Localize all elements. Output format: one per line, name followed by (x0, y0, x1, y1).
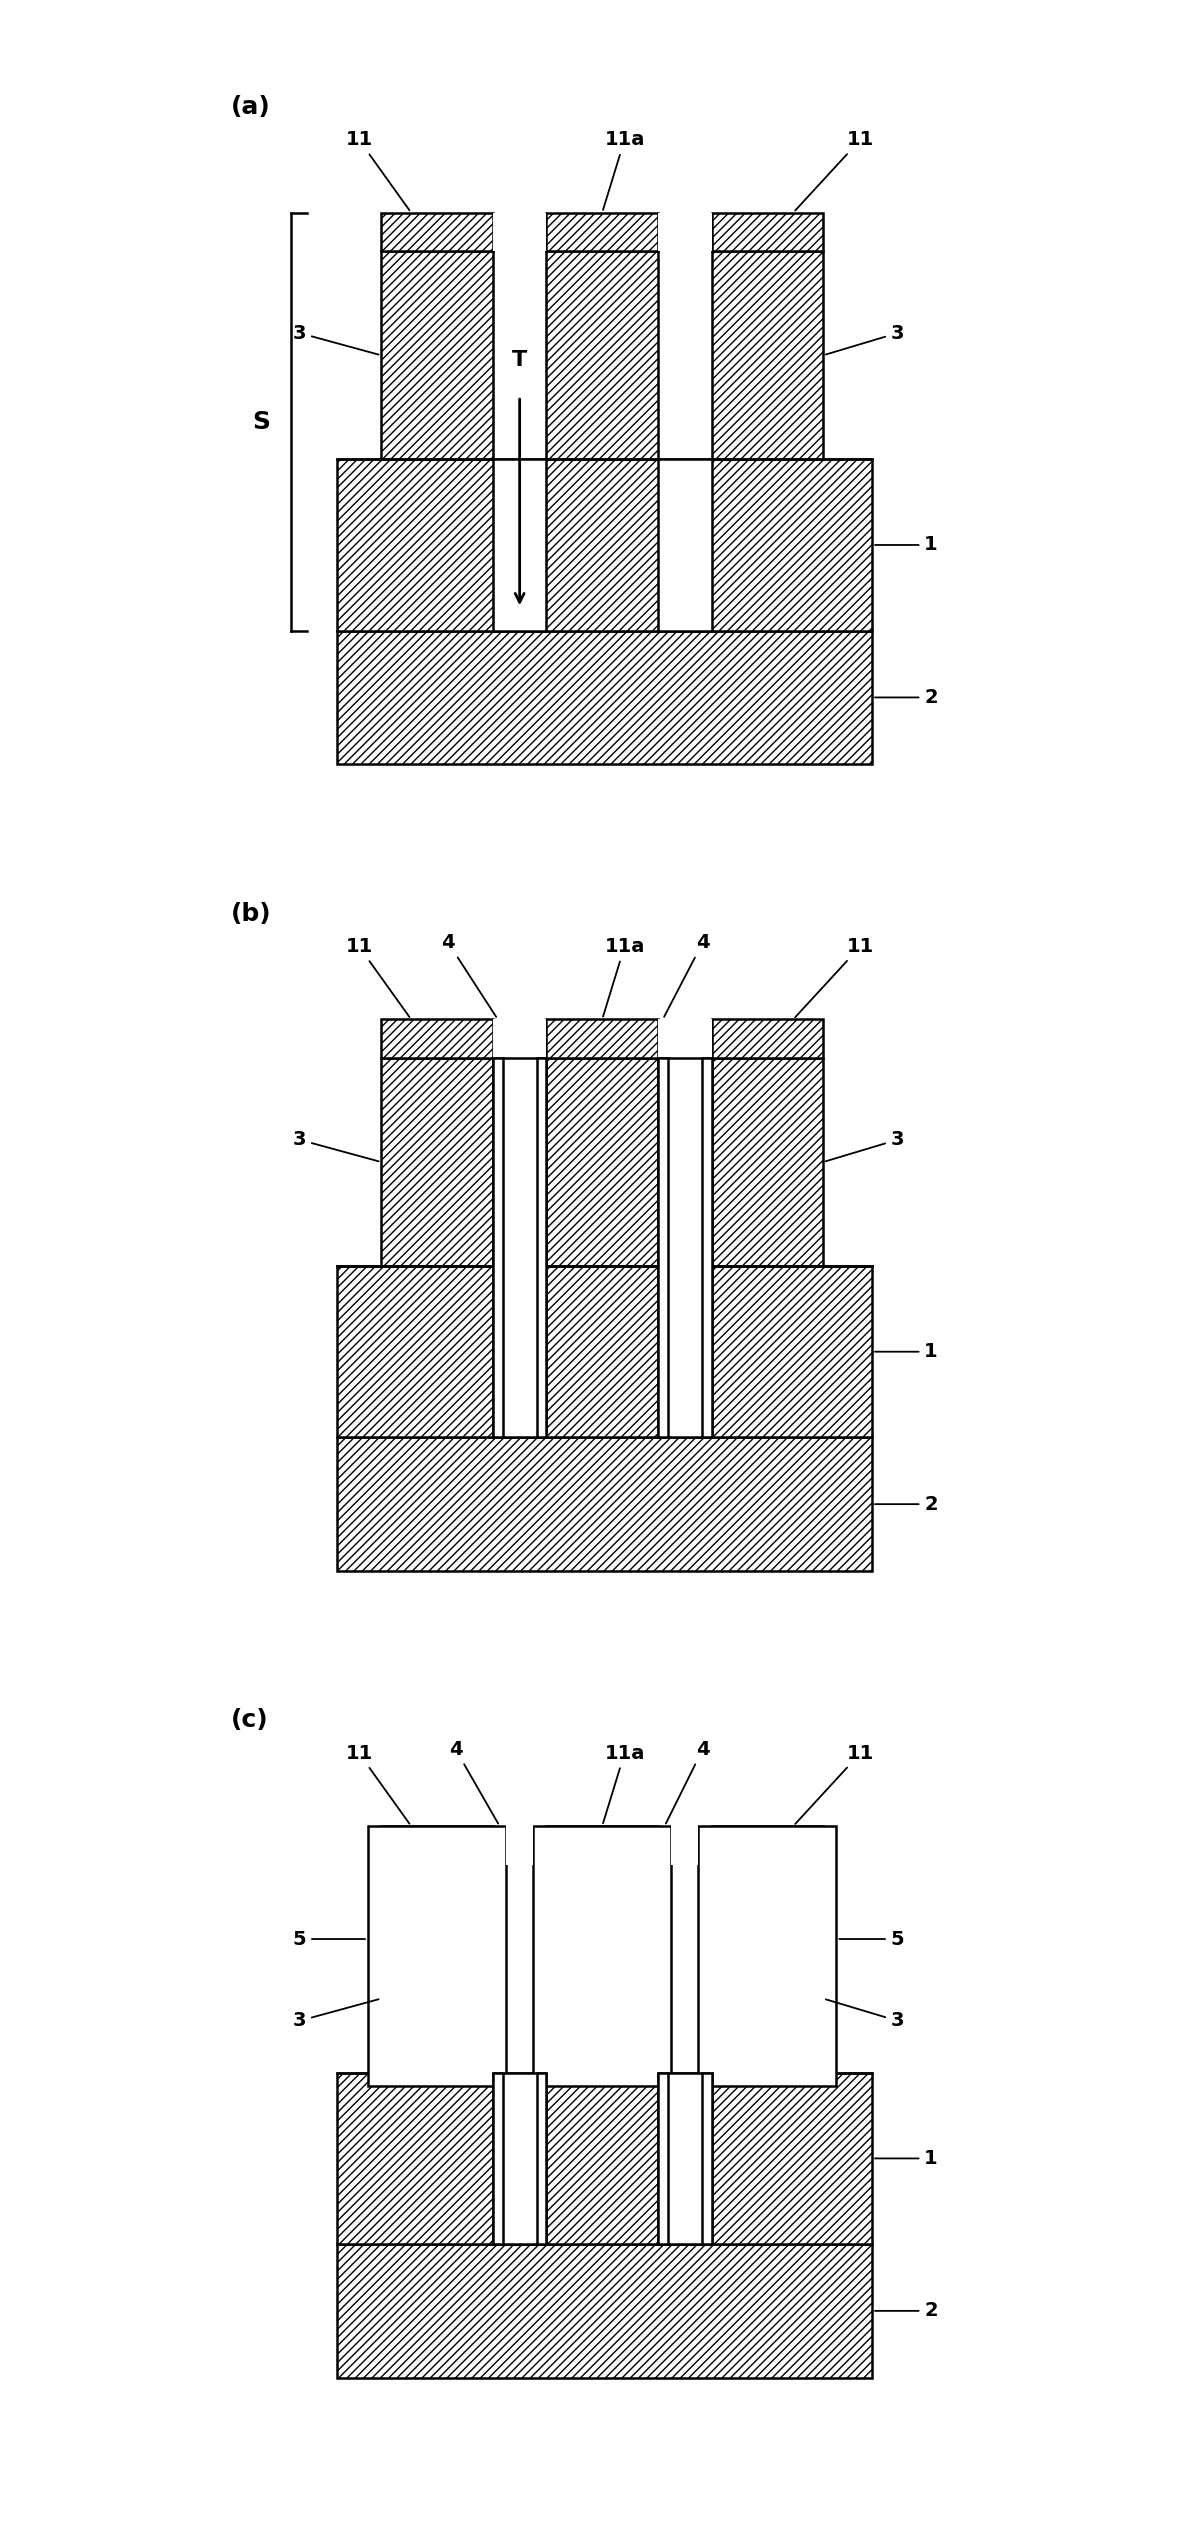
Bar (533, 1825, 671, 2087)
Text: 1: 1 (875, 2148, 937, 2168)
Bar (658, 2072, 667, 2244)
Text: 11: 11 (345, 938, 410, 1016)
Text: 3: 3 (293, 1129, 378, 1162)
Text: 2: 2 (875, 2302, 937, 2319)
Bar (506, 1813, 533, 1866)
Bar (493, 2072, 547, 2244)
Text: 1: 1 (875, 534, 937, 555)
Text: (b): (b) (232, 903, 272, 925)
Bar (547, 1866, 658, 2072)
Bar (712, 212, 823, 252)
Bar (493, 212, 547, 252)
Bar (712, 252, 823, 459)
Bar (493, 1059, 547, 1437)
Text: 11a: 11a (603, 1745, 645, 1823)
Bar (368, 1825, 506, 2087)
Text: 3: 3 (826, 323, 904, 355)
Bar (702, 1059, 712, 1437)
Text: 4: 4 (442, 933, 497, 1016)
Bar (547, 252, 658, 459)
Text: 3: 3 (293, 323, 378, 355)
Bar (493, 2072, 503, 2244)
Text: 11: 11 (795, 1745, 874, 1823)
Text: S: S (252, 408, 270, 434)
Text: 4: 4 (666, 1739, 709, 1823)
Bar (381, 212, 493, 252)
Bar (337, 630, 872, 764)
Bar (493, 1018, 547, 1059)
Bar (381, 1866, 493, 2072)
Text: 1: 1 (875, 1341, 937, 1361)
Bar (337, 459, 872, 630)
Text: 2: 2 (875, 1495, 937, 1513)
Bar (337, 2072, 872, 2244)
Bar (712, 1059, 823, 1266)
Bar (493, 1059, 503, 1437)
Bar (671, 1813, 698, 1866)
Text: 11: 11 (345, 1745, 410, 1823)
Text: 5: 5 (839, 1929, 904, 1949)
Text: 3: 3 (293, 1999, 378, 2029)
Bar (381, 1018, 493, 1059)
Bar (337, 1266, 872, 1437)
Text: (a): (a) (232, 96, 271, 118)
Text: 5: 5 (293, 1929, 365, 1949)
Bar (658, 2072, 712, 2244)
Bar (712, 1018, 823, 1059)
Bar (658, 212, 712, 252)
Text: 2: 2 (875, 688, 937, 706)
Bar (712, 1825, 823, 1866)
Bar (547, 212, 658, 252)
Bar (698, 1825, 837, 2087)
Bar (547, 1825, 658, 1866)
Text: 11: 11 (795, 938, 874, 1016)
Text: (c): (c) (232, 1709, 269, 1732)
Bar (381, 1059, 493, 1266)
Bar (537, 1059, 547, 1437)
Bar (493, 459, 547, 630)
Bar (658, 1059, 712, 1437)
Bar (547, 1018, 658, 1059)
Bar (381, 1825, 493, 1866)
Text: 11a: 11a (603, 131, 645, 209)
Text: 3: 3 (826, 1129, 904, 1162)
Text: 4: 4 (664, 933, 709, 1016)
Bar (658, 459, 712, 630)
Text: 3: 3 (826, 1999, 904, 2029)
Bar (658, 1018, 712, 1059)
Text: 11: 11 (345, 131, 410, 209)
Bar (658, 1059, 667, 1437)
Text: T: T (512, 350, 528, 371)
Bar (702, 2072, 712, 2244)
Bar (712, 1866, 823, 2072)
Text: 11: 11 (795, 131, 874, 209)
Bar (381, 252, 493, 459)
Bar (547, 1059, 658, 1266)
Bar (537, 2072, 547, 2244)
Bar (337, 2244, 872, 2377)
Text: 11a: 11a (603, 938, 645, 1016)
Bar (337, 1437, 872, 1571)
Text: 4: 4 (449, 1739, 498, 1823)
